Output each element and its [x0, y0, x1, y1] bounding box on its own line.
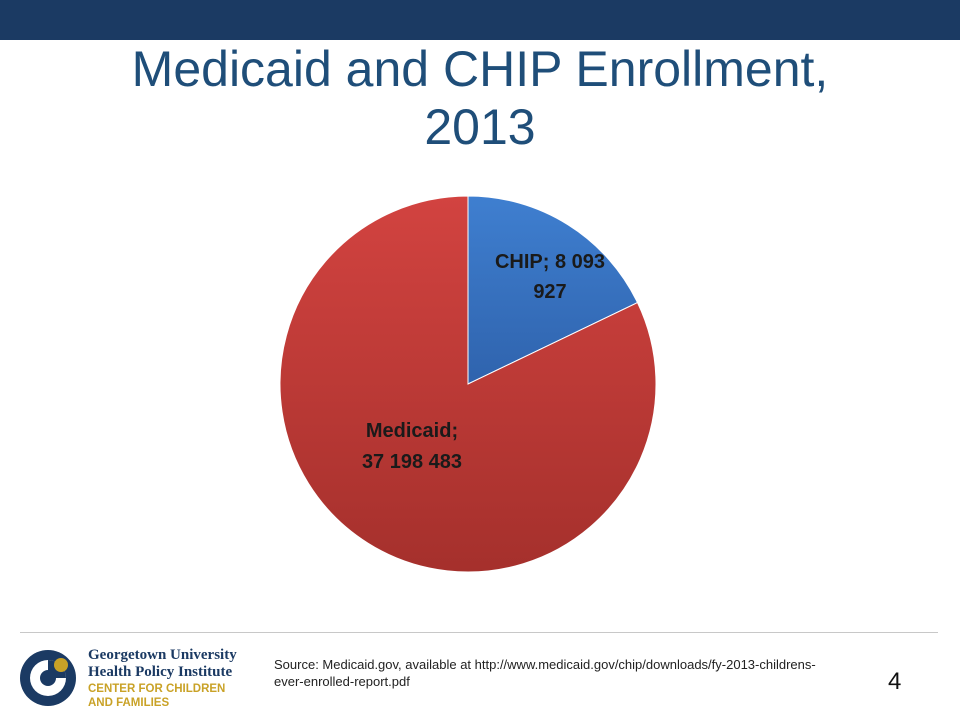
title-line-1: Medicaid and CHIP Enrollment, [131, 41, 829, 97]
top-bar [0, 0, 960, 40]
logo-line-2: Health Policy Institute [88, 664, 233, 680]
logo-wordmark: Georgetown University Health Policy Inst… [88, 647, 237, 681]
logo-subtitle: CENTER FOR CHILDREN AND FAMILIES [88, 682, 225, 710]
logo: Georgetown University Health Policy Inst… [18, 645, 238, 713]
source-note: Source: Medicaid.gov, available at http:… [274, 657, 816, 689]
pie-slice-medicaid [279, 195, 657, 573]
slice-label-medicaid-line1: Medicaid; [366, 420, 458, 442]
logo-line-3: CENTER FOR CHILDREN [88, 683, 226, 695]
slice-label-chip-line2: 927 [533, 281, 566, 303]
footer-divider [20, 632, 938, 633]
logo-line-4: AND FAMILIES [88, 697, 170, 709]
logo-line-1: Georgetown University [88, 647, 237, 663]
slice-label-chip-line1: CHIP; 8 093 [495, 251, 605, 273]
title-line-2: 2013 [424, 99, 536, 155]
slice-label-medicaid-line2: 37 198 483 [362, 451, 462, 473]
page-number: 4 [888, 668, 902, 695]
page-title: Medicaid and CHIP Enrollment, 2013 [60, 40, 900, 156]
pie-slice-chip [467, 195, 639, 385]
logo-emblem-icon [20, 650, 76, 706]
